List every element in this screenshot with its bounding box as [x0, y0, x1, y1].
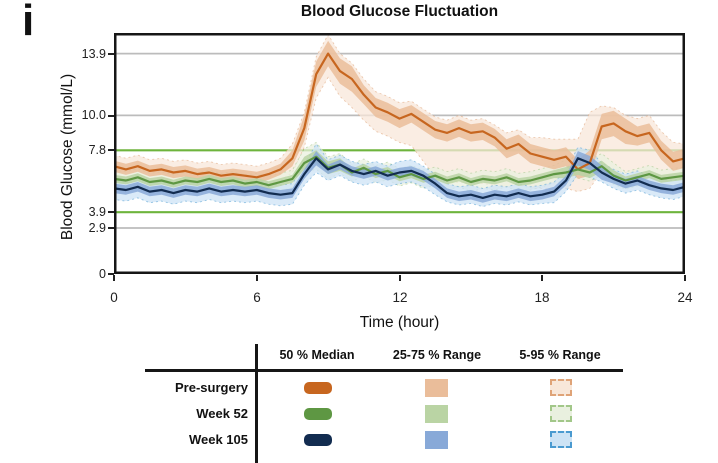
outer-range-swatch-week52 — [550, 405, 572, 422]
x-tick-mark-6 — [256, 275, 258, 281]
legend-col-outer: 5-95 % Range — [519, 348, 601, 362]
x-tick-label-24: 24 — [677, 290, 693, 305]
legend-col-iqr: 25-75 % Range — [392, 348, 482, 362]
x-axis-label: Time (hour) — [359, 314, 440, 331]
band-25-75-week-52 — [114, 150, 685, 190]
iqr-swatch-week52 — [425, 405, 448, 423]
x-tick-mark-18 — [541, 275, 543, 281]
outer-range-swatch-pre-surgery — [550, 379, 572, 396]
median-swatch-pre-surgery — [304, 382, 332, 394]
median-line-week-105 — [114, 157, 685, 199]
chart-title: Blood Glucose Fluctuation — [300, 3, 499, 20]
legend-vertical-rule — [255, 344, 258, 463]
x-tick-label-18: 18 — [534, 290, 550, 305]
x-tick-mark-12 — [399, 275, 401, 281]
y-tick-label-7.8: 7.8 — [88, 143, 106, 157]
median-line-week-52 — [114, 155, 685, 187]
y-tick-label-10.0: 10.0 — [81, 108, 106, 122]
y-tick-mark-3.9 — [108, 211, 114, 213]
plot-border — [114, 33, 685, 274]
x-tick-label-12: 12 — [392, 290, 408, 305]
median-swatch-week52 — [304, 408, 332, 420]
y-tick-mark-2.9 — [108, 227, 114, 229]
median-swatch-week105 — [304, 434, 332, 446]
y-tick-mark-0 — [108, 273, 114, 275]
legend-row-label-week52: Week 52 — [196, 406, 248, 421]
y-tick-mark-7.8 — [108, 149, 114, 151]
glucose-plot-area — [114, 33, 685, 274]
iqr-swatch-pre-surgery — [425, 379, 448, 397]
x-tick-mark-0 — [113, 275, 115, 281]
outer-range-swatch-week105 — [550, 431, 572, 448]
y-tick-label-3.9: 3.9 — [88, 205, 106, 219]
band-25-75-pre-surgery — [114, 40, 685, 183]
y-tick-label-13.9: 13.9 — [81, 47, 106, 61]
y-tick-label-2.9: 2.9 — [88, 221, 106, 235]
y-tick-label-0: 0 — [99, 267, 106, 281]
x-tick-mark-24 — [684, 275, 686, 281]
legend-horizontal-rule — [145, 369, 623, 372]
y-tick-mark-10.0 — [108, 115, 114, 117]
panel-letter-label: i — [22, 0, 35, 45]
iqr-swatch-week105 — [425, 431, 448, 449]
x-tick-label-6: 6 — [253, 290, 261, 305]
x-tick-label-0: 0 — [110, 290, 118, 305]
y-tick-mark-13.9 — [108, 53, 114, 55]
legend-row-label-pre-surgery: Pre-surgery — [175, 380, 248, 395]
legend-row-label-week105: Week 105 — [188, 432, 248, 447]
legend-col-median: 50 % Median — [279, 348, 355, 362]
